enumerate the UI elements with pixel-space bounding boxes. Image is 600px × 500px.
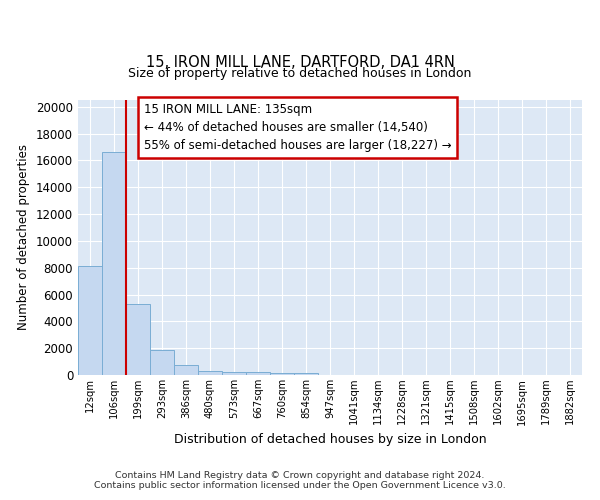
Text: Size of property relative to detached houses in London: Size of property relative to detached ho…	[128, 68, 472, 80]
Text: Contains HM Land Registry data © Crown copyright and database right 2024.: Contains HM Land Registry data © Crown c…	[115, 472, 485, 480]
Bar	[150, 350, 174, 375]
Bar	[294, 374, 318, 375]
Y-axis label: Number of detached properties: Number of detached properties	[17, 144, 31, 330]
Bar	[78, 266, 102, 375]
Bar	[174, 364, 198, 375]
X-axis label: Distribution of detached houses by size in London: Distribution of detached houses by size …	[173, 433, 487, 446]
Text: Contains public sector information licensed under the Open Government Licence v3: Contains public sector information licen…	[94, 482, 506, 490]
Bar	[246, 372, 270, 375]
Bar	[126, 304, 150, 375]
Bar	[270, 372, 294, 375]
Bar	[222, 372, 246, 375]
Text: 15 IRON MILL LANE: 135sqm
← 44% of detached houses are smaller (14,540)
55% of s: 15 IRON MILL LANE: 135sqm ← 44% of detac…	[143, 103, 451, 152]
Text: 15, IRON MILL LANE, DARTFORD, DA1 4RN: 15, IRON MILL LANE, DARTFORD, DA1 4RN	[146, 55, 454, 70]
Bar	[198, 371, 222, 375]
Bar	[102, 152, 126, 375]
